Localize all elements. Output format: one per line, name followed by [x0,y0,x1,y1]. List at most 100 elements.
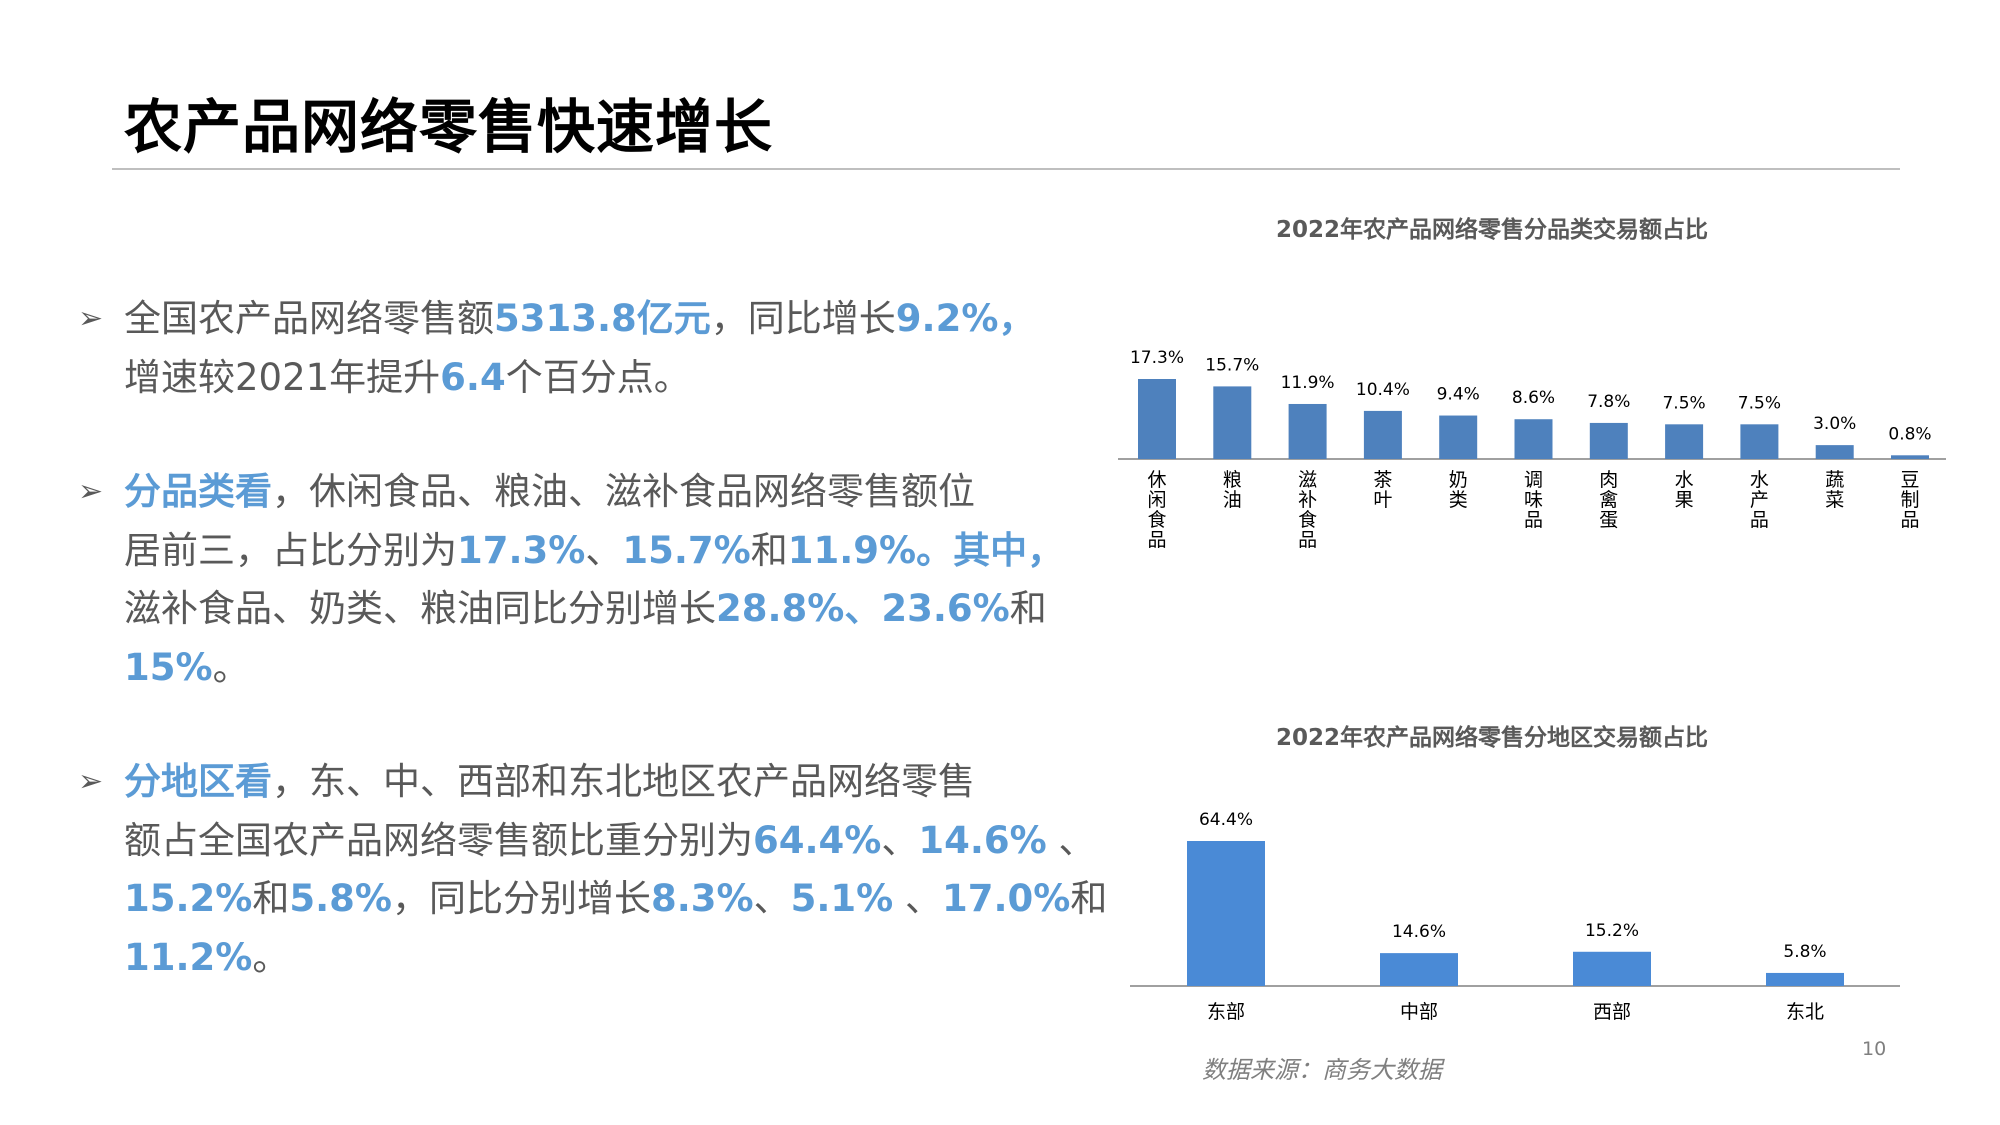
body-text: 滋补食品、奶类、粮油同比分别增长 [124,587,716,630]
category-label-char: 产 [1750,489,1769,511]
category-label-char: 豆 [1900,469,1919,491]
value-label: 7.5% [1738,393,1781,413]
arrow-bullet-icon: ➢ [78,764,104,799]
category-label-char: 粮 [1223,469,1242,491]
region-share-chart: 2022年农产品网络零售分地区交易额占比 64.4% 东部 14.6% 中部 15.2%… [1130,724,1900,1023]
category-label-char: 蛋 [1599,509,1618,531]
title-divider [112,168,1900,170]
bar-水产品 [1740,424,1779,459]
page-title: 农产品网络零售快速增长 [124,93,774,161]
highlight-text: 11.9%。其中， [787,528,1065,572]
bullet-text: 分地区看，东、中、西部和东北地区农产品网络零售 额占全国农产品网络零售额比重分别为… [124,753,1107,988]
body-text: 额占全国农产品网络零售额比重分别为 [124,818,753,862]
bullet-line: 15.2%和5.8%，同比分别增长8.3%、5.1% 、17.0%和 [124,870,1107,929]
highlight-text: 64.4% [753,818,882,862]
body-text: 全国农产品网络零售额 [124,297,494,340]
highlight-text: 14.6% [918,818,1047,862]
highlight-text: 5.8% [289,877,392,920]
body-text: 、 [1046,818,1096,862]
bar-豆制品 [1891,455,1929,459]
value-label: 64.4% [1199,810,1253,830]
category-label-char: 水 [1750,469,1769,491]
body-text: ，东、中、西部和东北地区农产品网络零售 [272,760,975,803]
category-label: 中部 [1400,1001,1438,1023]
highlight-text: 15% [124,645,213,689]
body-text: 和 [1070,877,1108,920]
category-label: 东部 [1207,1001,1245,1023]
value-label: 8.6% [1512,388,1555,408]
bullet-text: 全国农产品网络零售额5313.8亿元，同比增长9.2%， 增速较2021年提升6.… [124,290,1048,407]
body-text: 和 [252,877,290,920]
category-label: 东北 [1786,1001,1824,1023]
value-label: 0.8% [1888,424,1931,444]
value-label: 14.6% [1392,922,1446,942]
category-label-char: 闲 [1147,489,1166,511]
body-text: 、 [893,877,943,920]
bullet-line: 11.2%。 [124,929,1048,988]
bar-滋补食品 [1288,403,1327,459]
category-label-char: 滋 [1298,469,1317,491]
highlight-text: 17.0% [942,877,1071,920]
highlight-text: 5.1% [790,877,894,920]
bullet-list: ➢ 全国农产品网络零售额5313.8亿元，同比增长9.2%， 增速较2021年提升… [78,290,1107,1043]
value-label: 9.4% [1437,385,1480,405]
arrow-bullet-icon: ➢ [78,301,104,336]
bullet-item-category: ➢ 分品类看，休闲食品、粮油、滋补食品网络零售额位居前三，占比分别为17.3%、… [78,463,1064,697]
body-text: 、 [881,818,919,862]
bar-调味品 [1514,419,1553,459]
highlight-text: 5313.8亿元 [494,297,711,340]
bullet-line: 滋补食品、奶类、粮油同比分别增长28.8%、23.6%和 [124,580,1048,639]
body-text: 、 [585,528,623,572]
category-label-char: 食 [1147,509,1166,531]
category-label-char: 肉 [1599,469,1618,491]
chart-title: 2022年农产品网络零售分品类交易额占比 [1276,216,1708,243]
bar-肉禽蛋 [1589,422,1628,459]
body-text: 、 [753,877,791,920]
bullet-line: 增速较2021年提升6.4个百分点。 [124,349,1048,408]
bar-休闲食品 [1138,379,1176,459]
highlight-text: 8.3% [651,877,754,920]
body-text: 。 [212,645,250,689]
category-label-char: 水 [1675,469,1694,491]
body-text: 和 [1009,587,1047,630]
category-label-char: 蔬 [1825,469,1844,491]
category-label-char: 茶 [1373,469,1392,491]
category-label-char: 果 [1675,489,1694,511]
body-text: 居前三，占比分别为 [124,528,457,572]
bar-西部 [1573,951,1651,986]
bullet-item-national: ➢ 全国农产品网络零售额5313.8亿元，同比增长9.2%， 增速较2021年提升… [78,290,1048,407]
body-text: ，同比增长 [710,297,896,340]
category-share-chart: 2022年农产品网络零售分品类交易额占比 17.3%休闲食品15.7%粮油11.… [1118,216,1946,551]
category-label-char: 品 [1900,509,1919,531]
category-label-char: 类 [1449,489,1468,511]
data-source: 数据来源：商务大数据 [1202,1056,1442,1084]
highlight-text: 6.4 [440,355,506,399]
bullet-line: 分地区看，东、中、西部和东北地区农产品网络零售 [124,753,1048,812]
bar-奶类 [1439,415,1478,459]
highlight-text: 17.3% [457,528,586,572]
arrow-bullet-icon: ➢ [78,474,104,509]
body-text: 增速较2021年提升 [124,355,441,399]
value-label: 5.8% [1783,942,1826,962]
category-label-char: 品 [1750,509,1769,531]
bullet-line: 额占全国农产品网络零售额比重分别为64.4%、14.6% 、 [124,812,1096,871]
bar-蔬菜 [1815,445,1854,459]
category-label-char: 制 [1900,489,1919,511]
bar-中部 [1380,953,1458,986]
category-label-char: 菜 [1825,489,1844,511]
category-label-char: 油 [1223,489,1242,511]
bullet-line: 分品类看，休闲食品、粮油、滋补食品网络零售额位 [124,463,1048,522]
bullet-item-region: ➢ 分地区看，东、中、西部和东北地区农产品网络零售 额占全国农产品网络零售额比重分… [78,753,1107,988]
bar-东北 [1766,972,1844,986]
body-text: 个百分点。 [505,355,691,399]
highlight-text: 分地区看 [124,760,272,803]
highlight-text: 28.8%、23.6% [716,587,1010,630]
bullet-text: 分品类看，休闲食品、粮油、滋补食品网络零售额位居前三，占比分别为17.3%、 15… [124,463,1064,697]
value-label: 10.4% [1356,380,1410,400]
category-label-char: 禽 [1599,489,1618,511]
body-text: ，休闲食品、粮油、滋补食品网络零售额位 [272,470,975,513]
category-label-char: 味 [1524,489,1543,511]
value-label: 15.2% [1585,921,1639,941]
body-text: ，同比分别增长 [392,877,651,920]
